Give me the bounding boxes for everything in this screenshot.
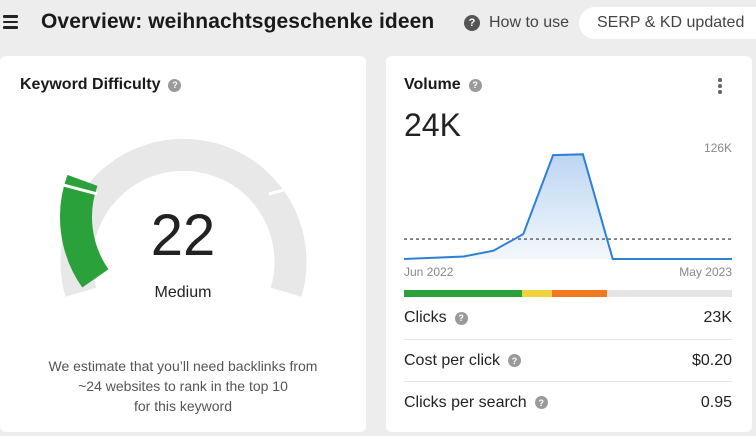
question-icon: ? (464, 15, 480, 31)
kd-note-line: We estimate that you’ll need backlinks f… (48, 358, 318, 374)
volume-line (403, 153, 732, 260)
page-title: Overview: weihnachtsgeschenke ideen (41, 10, 435, 33)
kd-gauge (60, 103, 307, 297)
metric-value: $0.20 (691, 351, 732, 369)
kd-label: Medium (154, 284, 212, 301)
volume-value: 24K (404, 107, 461, 143)
metric-clicks-per-search: Clicks per search ? 0.95 (404, 381, 732, 423)
header-bar: Overview: weihnachtsgeschenke ideen ? Ho… (0, 0, 756, 46)
how-to-use-label: How to use (489, 14, 570, 31)
serp-status-pill[interactable]: SERP & KD updated (579, 7, 756, 39)
volume-x-start: Jun 2022 (404, 265, 454, 279)
question-icon[interactable]: ? (168, 78, 182, 92)
kd-gauge-divider (128, 103, 147, 137)
metric-label: Clicks per search (404, 393, 527, 411)
volume-area (404, 154, 732, 259)
question-icon[interactable]: ? (468, 78, 482, 92)
volume-max-label: 126K (703, 141, 732, 155)
hamburger-icon[interactable] (3, 15, 18, 29)
kd-gauge-divider (268, 183, 305, 196)
question-icon[interactable]: ? (508, 354, 522, 367)
metric-cost-per-click: Cost per click ? $0.20 (404, 339, 732, 381)
intent-bar (404, 290, 732, 297)
intent-bar-segment (404, 290, 523, 297)
volume-x-end: May 2023 (679, 265, 732, 279)
intent-bar-segment (607, 290, 732, 297)
intent-bar-segment (522, 290, 552, 297)
volume-title-label: Volume (404, 76, 461, 93)
kd-note-line: for this keyword (133, 398, 233, 414)
volume-chart (403, 153, 732, 260)
metric-label: Clicks (404, 309, 447, 326)
metric-label: Cost per click (404, 351, 501, 369)
volume-card: Volume ? 24K 126K Jun 2022 May 2023 Clic… (386, 56, 752, 432)
how-to-use-link[interactable]: ? How to use (464, 13, 569, 33)
question-icon[interactable]: ? (454, 311, 468, 325)
kd-title: Keyword Difficulty ? (20, 76, 182, 94)
volume-title: Volume ? (404, 76, 482, 94)
kd-note: We estimate that you’ll need backlinks f… (20, 356, 346, 416)
metric-clicks: Clicks ? 23K (404, 297, 732, 339)
kd-title-label: Keyword Difficulty (20, 76, 161, 93)
metric-value: 0.95 (700, 393, 732, 411)
intent-bar-segment (551, 290, 608, 297)
kebab-icon[interactable] (716, 78, 724, 96)
kd-value: 22 (150, 203, 216, 268)
kd-note-line: ~24 websites to rank in the top 10 (78, 378, 288, 394)
metric-value: 23K (703, 309, 732, 326)
keyword-difficulty-card: Keyword Difficulty ? 22 Medium We estima… (0, 56, 366, 432)
kd-gauge-divider (61, 183, 98, 196)
question-icon[interactable]: ? (534, 396, 548, 409)
kd-gauge-divider (219, 103, 238, 137)
kd-gauge-fill (60, 174, 109, 288)
